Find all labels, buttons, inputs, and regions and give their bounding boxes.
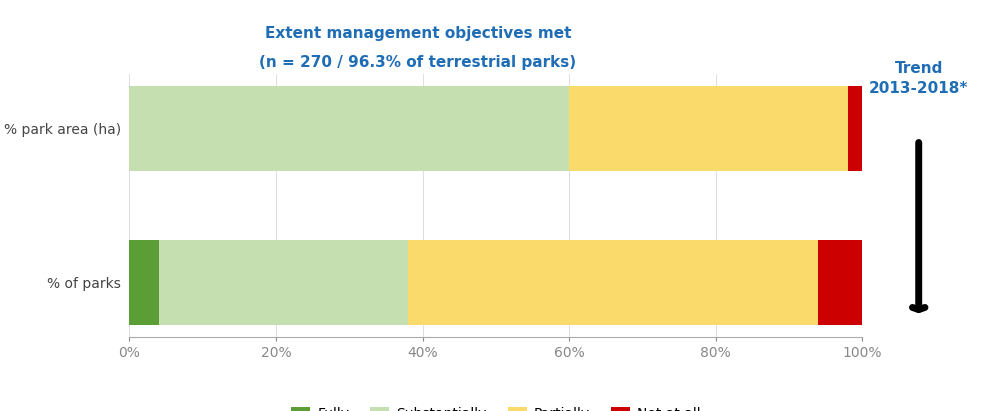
Bar	[129, 240, 158, 325]
Text: (n = 270 / 96.3% of terrestrial parks): (n = 270 / 96.3% of terrestrial parks)	[259, 55, 576, 70]
Bar	[847, 86, 862, 171]
Bar	[158, 240, 408, 325]
Text: Trend
2013-2018*: Trend 2013-2018*	[868, 61, 967, 96]
Bar	[817, 240, 862, 325]
Bar	[129, 86, 569, 171]
Text: Extent management objectives met: Extent management objectives met	[264, 26, 571, 41]
Bar	[569, 86, 847, 171]
Legend: Fully, Substantially, Partially, Not at all: Fully, Substantially, Partially, Not at …	[285, 402, 706, 411]
Bar	[408, 240, 817, 325]
